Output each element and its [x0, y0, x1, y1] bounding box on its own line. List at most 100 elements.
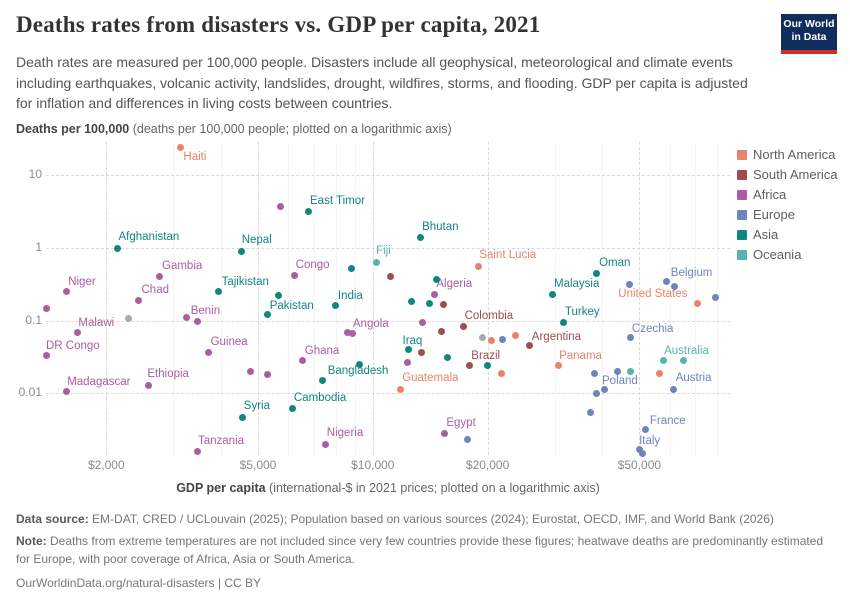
legend-item-as[interactable]: Asia	[737, 227, 838, 242]
data-point[interactable]	[639, 449, 647, 457]
owid-logo[interactable]: Our World in Data	[781, 14, 837, 54]
data-point-fiji[interactable]	[372, 258, 380, 266]
legend-item-na[interactable]: North America	[737, 147, 838, 162]
data-point-bhutan[interactable]	[416, 233, 424, 241]
data-point-east-timor[interactable]	[304, 207, 312, 215]
data-point-pakistan[interactable]	[264, 311, 272, 319]
data-point-united-states[interactable]	[693, 300, 701, 308]
data-point-egypt[interactable]	[440, 430, 448, 438]
data-point-guinea[interactable]	[205, 348, 213, 356]
data-point-turkey[interactable]	[560, 318, 568, 326]
data-point-nepal[interactable]	[238, 247, 246, 255]
data-point[interactable]	[511, 331, 519, 339]
data-point[interactable]	[275, 291, 283, 299]
data-point-iraq[interactable]	[405, 346, 412, 354]
legend-item-oc[interactable]: Oceania	[737, 247, 838, 262]
data-point-france[interactable]	[642, 425, 650, 433]
legend-item-sa[interactable]: South America	[737, 167, 838, 182]
data-point-colombia[interactable]	[460, 322, 468, 330]
owid-logo-line2: in Data	[791, 31, 827, 44]
data-point-saint-lucia[interactable]	[474, 262, 482, 270]
data-point-niger[interactable]	[62, 288, 70, 296]
data-point-cambodia[interactable]	[289, 404, 297, 412]
data-point[interactable]	[193, 317, 201, 325]
data-point[interactable]	[444, 354, 451, 362]
data-point-argentina[interactable]	[526, 342, 534, 350]
data-point-gambia[interactable]	[155, 272, 163, 280]
data-point-panama[interactable]	[554, 362, 562, 370]
data-point-oman[interactable]	[592, 269, 600, 277]
data-point[interactable]	[679, 357, 687, 365]
data-point-algeria[interactable]	[430, 290, 438, 298]
data-point-italy[interactable]	[635, 445, 643, 453]
footer-link[interactable]: OurWorldinData.org/natural-disasters | C…	[16, 576, 261, 590]
data-point[interactable]	[355, 360, 363, 368]
data-point[interactable]	[488, 337, 496, 345]
data-point[interactable]	[626, 280, 634, 288]
data-point[interactable]	[419, 318, 426, 326]
data-point[interactable]	[386, 273, 394, 281]
data-point-ghana[interactable]	[299, 357, 307, 365]
data-point-india[interactable]	[332, 302, 340, 310]
data-point[interactable]	[614, 368, 622, 376]
data-point-belgium[interactable]	[663, 277, 671, 285]
data-point[interactable]	[600, 386, 608, 394]
data-point[interactable]	[433, 275, 441, 283]
data-point-benin[interactable]	[183, 314, 191, 322]
x-axis-title-rest: (international-$ in 2021 prices; plotted…	[265, 481, 600, 495]
data-point-label-dr-congo: DR Congo	[46, 339, 100, 352]
data-point-haiti[interactable]	[176, 144, 184, 152]
data-point[interactable]	[499, 335, 507, 343]
data-point-dr-congo[interactable]	[42, 352, 50, 360]
data-point[interactable]	[348, 264, 356, 272]
data-point-australia[interactable]	[659, 357, 667, 365]
data-point[interactable]	[247, 368, 255, 375]
data-point-nigeria[interactable]	[322, 440, 330, 448]
data-point-syria[interactable]	[239, 413, 247, 421]
data-point-poland[interactable]	[590, 369, 598, 377]
data-point-madagascar[interactable]	[62, 388, 70, 396]
data-point[interactable]	[349, 330, 357, 338]
legend-label-sa: South America	[753, 167, 838, 182]
data-point[interactable]	[670, 282, 678, 290]
data-point[interactable]	[42, 304, 50, 312]
data-point[interactable]	[656, 370, 664, 378]
data-point[interactable]	[463, 436, 471, 444]
data-point-malawi[interactable]	[73, 329, 81, 337]
data-point-guatemala[interactable]	[396, 385, 404, 393]
data-point-austria[interactable]	[670, 385, 678, 393]
data-point[interactable]	[498, 369, 506, 377]
data-point-tajikistan[interactable]	[215, 288, 223, 296]
data-point[interactable]	[439, 301, 447, 309]
data-point[interactable]	[437, 328, 445, 336]
data-point-ethiopia[interactable]	[144, 381, 152, 389]
data-point-brazil[interactable]	[465, 362, 473, 370]
data-point[interactable]	[586, 408, 594, 416]
data-point-czechia[interactable]	[627, 334, 635, 342]
data-point-bangladesh[interactable]	[319, 377, 327, 385]
data-point[interactable]	[417, 349, 425, 357]
data-point[interactable]	[479, 334, 487, 342]
data-point[interactable]	[592, 389, 600, 397]
data-point-congo[interactable]	[291, 271, 299, 279]
data-point[interactable]	[264, 371, 272, 379]
x-tick-label: $50,000	[617, 458, 662, 472]
data-point-angola[interactable]	[344, 329, 352, 337]
data-point[interactable]	[426, 300, 434, 308]
data-point-malaysia[interactable]	[548, 290, 556, 298]
data-point[interactable]	[407, 297, 415, 305]
data-point[interactable]	[125, 314, 133, 322]
data-point[interactable]	[711, 293, 719, 301]
x-minor-gridline	[695, 142, 697, 455]
legend-item-eu[interactable]: Europe	[737, 207, 838, 222]
data-point-afghanistan[interactable]	[114, 244, 121, 252]
x-minor-gridline	[288, 142, 290, 455]
y-gridline	[46, 248, 730, 249]
legend-item-af[interactable]: Africa	[737, 187, 838, 202]
data-point-chad[interactable]	[135, 296, 142, 304]
data-point[interactable]	[627, 367, 635, 375]
data-point-tanzania[interactable]	[193, 447, 201, 455]
data-point[interactable]	[403, 358, 411, 366]
data-point[interactable]	[276, 203, 284, 211]
data-point[interactable]	[484, 362, 492, 370]
